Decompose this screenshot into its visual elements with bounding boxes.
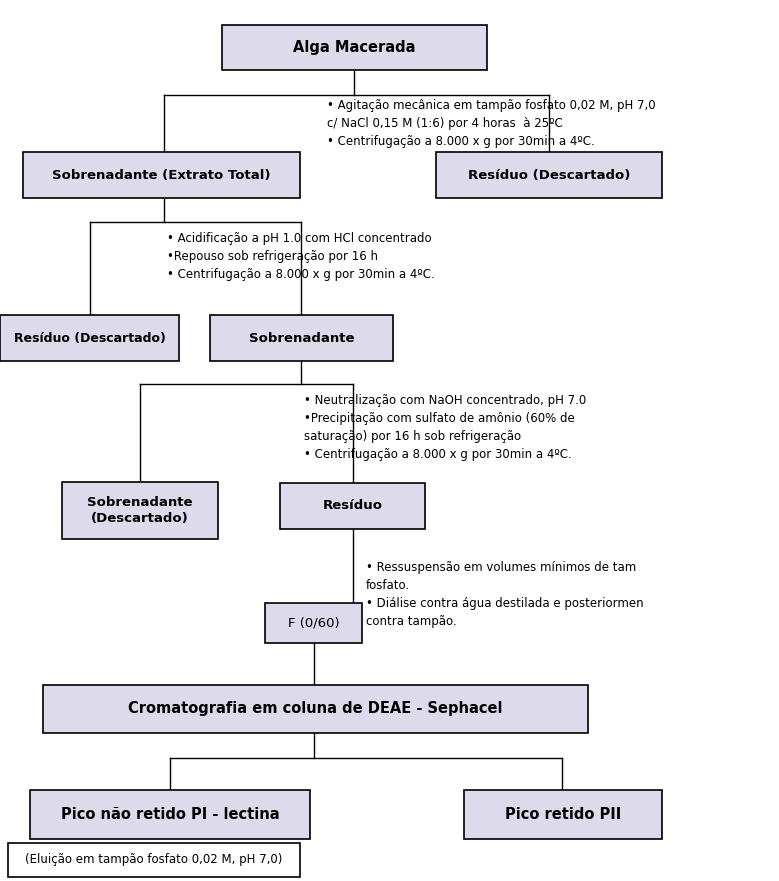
Text: • Acidificação a pH 1.0 com HCl concentrado
•Repouso sob refrigeração por 16 h
•: • Acidificação a pH 1.0 com HCl concentr… [167, 232, 435, 281]
FancyBboxPatch shape [23, 152, 300, 198]
Text: Sobrenadante: Sobrenadante [249, 332, 354, 344]
Text: Alga Macerada: Alga Macerada [293, 40, 416, 56]
Text: Resíduo (Descartado): Resíduo (Descartado) [14, 332, 165, 344]
FancyBboxPatch shape [43, 685, 588, 733]
FancyBboxPatch shape [30, 790, 310, 839]
FancyBboxPatch shape [222, 25, 487, 70]
Text: Cromatografia em coluna de DEAE - Sephacel: Cromatografia em coluna de DEAE - Sephac… [129, 701, 502, 716]
Text: (Eluição em tampão fosfato 0,02 M, pH 7,0): (Eluição em tampão fosfato 0,02 M, pH 7,… [25, 854, 283, 866]
FancyBboxPatch shape [464, 790, 662, 839]
Text: • Agitação mecânica em tampão fosfato 0,02 M, pH 7,0
c/ NaCl 0,15 M (1:6) por 4 : • Agitação mecânica em tampão fosfato 0,… [327, 99, 656, 148]
FancyBboxPatch shape [62, 482, 218, 539]
Text: • Ressuspensão em volumes mínimos de tam
fosfato.
• Diálise contra água destilad: • Ressuspensão em volumes mínimos de tam… [366, 561, 643, 628]
Text: • Neutralização com NaOH concentrado, pH 7.0
•Precipitação com sulfato de amônio: • Neutralização com NaOH concentrado, pH… [304, 394, 586, 461]
FancyBboxPatch shape [280, 483, 425, 529]
Text: Resíduo: Resíduo [323, 500, 382, 512]
Text: F (0/60): F (0/60) [287, 617, 340, 630]
FancyBboxPatch shape [265, 603, 362, 643]
FancyBboxPatch shape [210, 315, 393, 361]
Text: Pico retido PII: Pico retido PII [505, 807, 621, 822]
Text: Pico não retido PI - lectina: Pico não retido PI - lectina [61, 807, 279, 822]
FancyBboxPatch shape [0, 315, 179, 361]
Text: Sobrenadante (Extrato Total): Sobrenadante (Extrato Total) [52, 169, 271, 181]
FancyBboxPatch shape [8, 843, 300, 877]
FancyBboxPatch shape [436, 152, 662, 198]
Text: Resíduo (Descartado): Resíduo (Descartado) [468, 169, 630, 181]
Text: Sobrenadante
(Descartado): Sobrenadante (Descartado) [87, 496, 193, 525]
